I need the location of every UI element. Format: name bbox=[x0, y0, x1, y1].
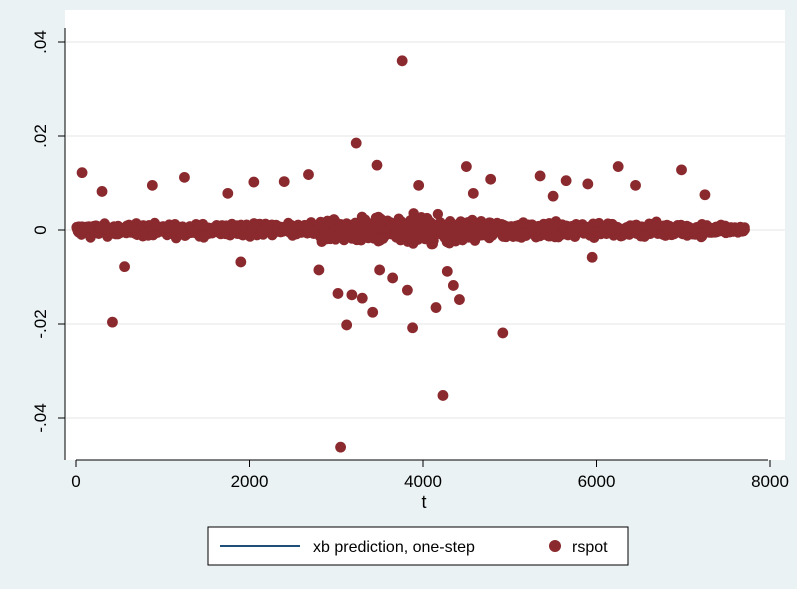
data-point bbox=[582, 178, 594, 190]
x-tick-label: 2000 bbox=[231, 472, 269, 491]
data-point bbox=[374, 264, 386, 276]
data-point bbox=[303, 169, 314, 180]
x-tick-label: 6000 bbox=[578, 472, 616, 491]
band-point bbox=[432, 208, 444, 220]
legend: xb prediction, one-step rspot bbox=[207, 526, 629, 566]
data-point bbox=[335, 441, 346, 453]
point-band bbox=[71, 208, 750, 250]
data-point bbox=[401, 284, 413, 296]
data-point bbox=[612, 161, 624, 172]
legend-label-rspot: rspot bbox=[572, 539, 608, 556]
data-point bbox=[467, 187, 479, 199]
legend-dot-icon bbox=[549, 540, 561, 552]
y-tick-label: .04 bbox=[31, 30, 50, 54]
data-point bbox=[396, 55, 408, 67]
data-point bbox=[371, 159, 383, 171]
data-point bbox=[441, 265, 453, 277]
data-point bbox=[699, 189, 711, 201]
data-point bbox=[485, 173, 497, 185]
x-axis-ticks: 0 2000 4000 6000 8000 bbox=[71, 460, 789, 491]
x-tick-label: 4000 bbox=[404, 472, 442, 491]
data-point bbox=[387, 272, 399, 284]
data-point bbox=[350, 137, 362, 149]
data-point bbox=[96, 186, 108, 197]
data-point bbox=[332, 288, 344, 299]
data-point bbox=[413, 179, 425, 191]
y-tick-label: -.04 bbox=[31, 403, 50, 432]
data-point bbox=[586, 251, 598, 263]
data-point bbox=[356, 292, 368, 304]
data-point bbox=[560, 175, 572, 187]
data-point bbox=[313, 264, 325, 276]
data-point bbox=[437, 390, 449, 401]
x-tick-label: 0 bbox=[71, 472, 80, 491]
data-point bbox=[407, 322, 418, 334]
data-point bbox=[76, 167, 88, 179]
data-point bbox=[676, 164, 687, 176]
y-tick-label: 0 bbox=[31, 225, 50, 234]
band-point bbox=[739, 222, 750, 233]
data-point bbox=[497, 327, 509, 339]
data-point bbox=[447, 280, 459, 291]
y-tick-label: -.02 bbox=[31, 309, 50, 338]
data-point bbox=[534, 170, 546, 182]
data-point bbox=[235, 256, 247, 268]
x-tick-label: 8000 bbox=[751, 472, 789, 491]
data-point bbox=[107, 316, 118, 328]
data-point bbox=[454, 294, 465, 305]
data-point bbox=[119, 261, 130, 273]
point-layer bbox=[76, 55, 711, 453]
data-point bbox=[146, 179, 158, 191]
data-point bbox=[222, 187, 234, 199]
y-axis-ticks: -.04 -.02 0 .02 .04 bbox=[31, 30, 65, 433]
data-point bbox=[430, 302, 442, 313]
y-tick-label: .02 bbox=[31, 124, 50, 148]
x-axis-label: t bbox=[421, 492, 426, 512]
data-point bbox=[460, 161, 472, 172]
data-point bbox=[278, 176, 290, 187]
data-point bbox=[179, 171, 190, 183]
data-point bbox=[367, 306, 379, 318]
data-point bbox=[341, 319, 353, 331]
legend-label-prediction: xb prediction, one-step bbox=[313, 539, 475, 556]
data-point bbox=[346, 289, 358, 301]
data-point bbox=[630, 179, 641, 191]
data-point bbox=[547, 190, 559, 202]
data-point bbox=[248, 176, 260, 188]
